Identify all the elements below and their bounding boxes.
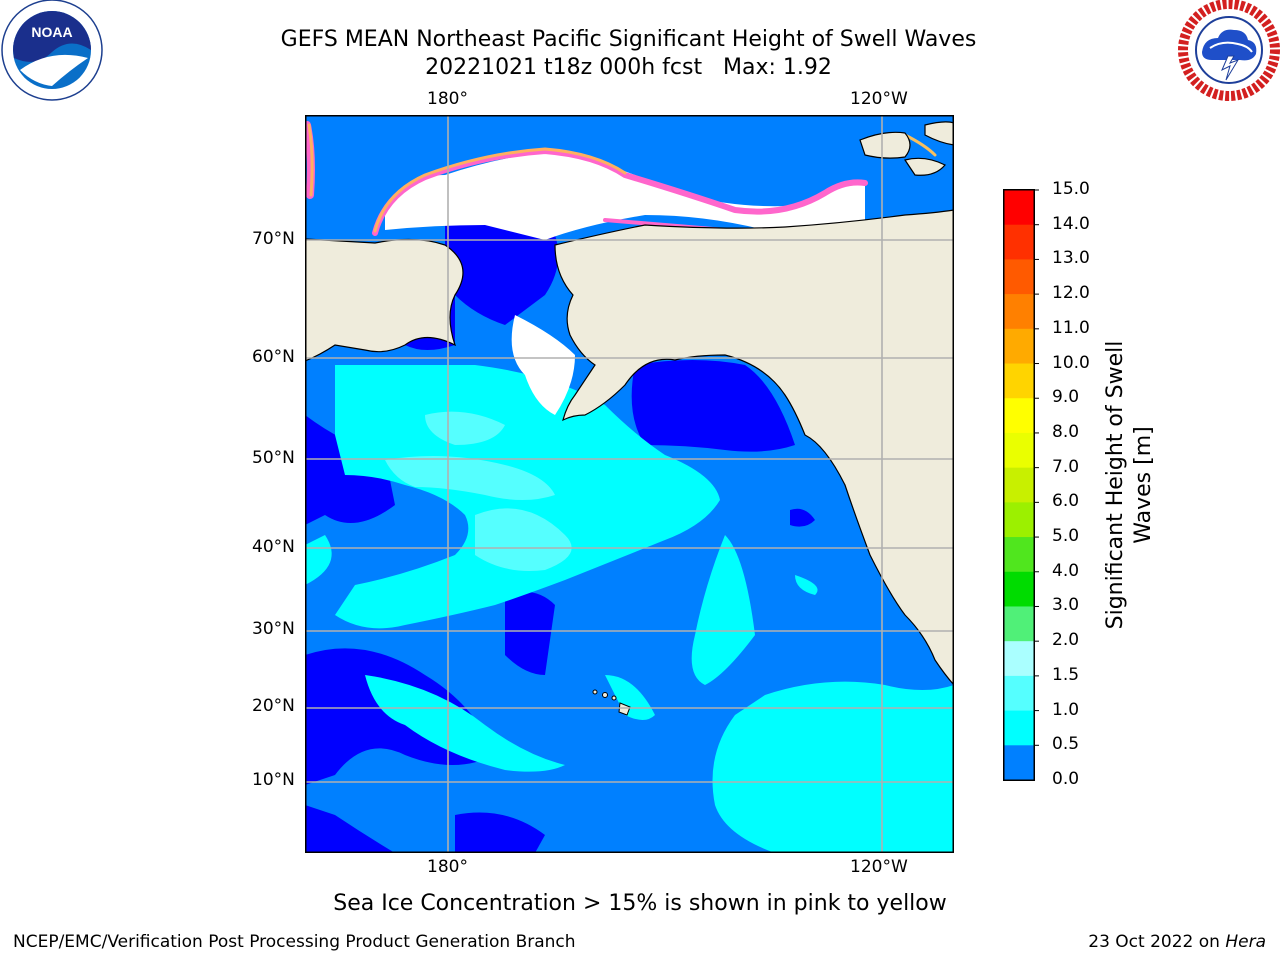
colorbar-tick-label: 15.0 <box>1052 179 1090 199</box>
colorbar-tick-label: 7.0 <box>1052 456 1080 477</box>
colorbar-tick-label: 11.0 <box>1052 317 1090 338</box>
noaa-logo-text: NOAA <box>31 24 72 40</box>
footer-left: NCEP/EMC/Verification Post Processing Pr… <box>13 932 576 952</box>
map-frame <box>305 115 954 853</box>
colorbar-label-line2: Waves [m] <box>1131 426 1156 544</box>
colorbar-segment <box>1004 675 1034 712</box>
colorbar-segment <box>1004 259 1034 295</box>
colorbar-label-line1: Significant Height of Swell <box>1103 340 1128 630</box>
colorbar-segment <box>1004 432 1034 469</box>
lat-label-50n: 50°N <box>252 448 295 468</box>
graticule <box>305 115 954 853</box>
colorbar-segment <box>1004 328 1034 365</box>
colorbar-tick-label: 13.0 <box>1052 248 1090 269</box>
colorbar-segment <box>1004 710 1034 746</box>
colorbar-tick-label: 4.0 <box>1052 560 1080 581</box>
colorbar-tick-label: 12.0 <box>1052 283 1090 304</box>
lon-label-top-120w: 120°W <box>850 89 908 109</box>
footer-date: 23 Oct 2022 on <box>1088 932 1226 952</box>
colorbar-segment <box>1004 571 1034 607</box>
land-area <box>305 121 954 686</box>
colorbar-segment <box>1004 398 1034 434</box>
lon-label-top-180: 180° <box>427 89 468 109</box>
sea-ice-region <box>385 150 865 415</box>
colorbar-label: Significant Height of Swell Waves [m] <box>1102 325 1158 645</box>
lat-label-30n: 30°N <box>252 619 295 639</box>
lat-label-20n: 20°N <box>252 696 295 716</box>
footer-host: Hera <box>1225 932 1266 952</box>
colorbar-segment <box>1004 190 1034 226</box>
colorbar-segment <box>1004 745 1034 781</box>
colorbar-segment <box>1004 606 1034 642</box>
colorbar-segment <box>1004 641 1034 677</box>
colorbar-tick-label: 0.0 <box>1052 769 1080 789</box>
colorbar <box>1003 189 1039 781</box>
sea-ice-caption: Sea Ice Concentration > 15% is shown in … <box>333 891 947 916</box>
noaa-logo-icon: NOAA <box>1 0 103 101</box>
nws-logo-icon <box>1178 0 1280 101</box>
colorbar-tick-label: 2.0 <box>1052 630 1080 651</box>
colorbar-tick-label: 6.0 <box>1052 491 1080 512</box>
plot-subtitle: 20221021 t18z 000h fcst Max: 1.92 <box>425 55 832 80</box>
swell-high-regions <box>385 411 572 571</box>
lat-label-60n: 60°N <box>252 347 295 367</box>
plot-title: GEFS MEAN Northeast Pacific Significant … <box>280 27 977 52</box>
lon-label-bottom-180: 180° <box>427 857 468 877</box>
colorbar-tick-label: 0.5 <box>1052 734 1080 755</box>
colorbar-tick-label: 3.0 <box>1052 595 1080 616</box>
colorbar-segment <box>1004 502 1034 538</box>
map-plot <box>305 115 954 853</box>
lat-label-40n: 40°N <box>252 537 295 557</box>
hawaii-islands <box>592 689 631 716</box>
colorbar-segment <box>1004 363 1034 399</box>
colorbar-tick-label: 8.0 <box>1052 421 1080 442</box>
colorbar-segment <box>1004 467 1034 503</box>
colorbar-tick-label: 1.5 <box>1052 664 1080 685</box>
colorbar-tick-label: 9.0 <box>1052 387 1080 408</box>
colorbar-segment <box>1004 537 1034 573</box>
lat-label-70n: 70°N <box>252 229 295 249</box>
colorbar-tick-label: 14.0 <box>1052 213 1090 234</box>
colorbar-tick-label: 10.0 <box>1052 352 1090 373</box>
footer-right: 23 Oct 2022 on Hera <box>1088 932 1266 952</box>
colorbar-tick-label: 1.0 <box>1052 699 1080 720</box>
lat-label-10n: 10°N <box>252 770 295 790</box>
colorbar-segment <box>1004 294 1034 330</box>
colorbar-segment <box>1004 224 1034 260</box>
lon-label-bottom-120w: 120°W <box>850 857 908 877</box>
colorbar-tick-label: 5.0 <box>1052 526 1080 547</box>
